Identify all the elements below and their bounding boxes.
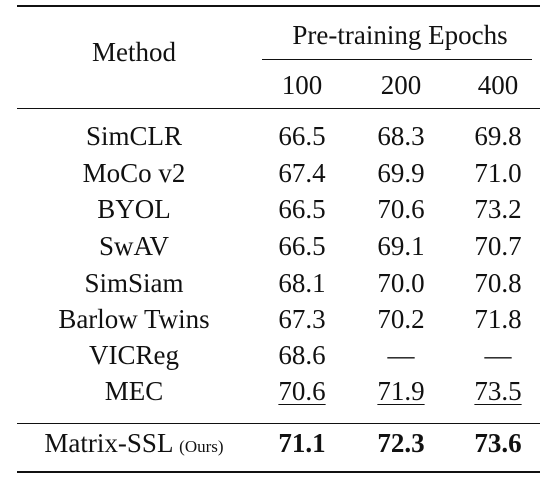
final-method-name: Matrix-SSL: [44, 428, 173, 458]
table-cell-second-best: 73.5: [474, 376, 522, 406]
table-cell-dash: —: [387, 340, 415, 370]
pretraining-epochs-header: Pre-training Epochs: [292, 20, 508, 50]
method-label: MoCo v2: [82, 158, 186, 188]
header-bottom-rule: [17, 108, 540, 110]
method-label: SwAV: [98, 231, 170, 261]
table-cell: 68.6: [278, 340, 326, 370]
method-label: VICReg: [89, 340, 179, 370]
table-cell: 68.1: [278, 268, 326, 298]
table-cell-best: 73.6: [474, 428, 522, 458]
table-cell: 67.4: [278, 158, 326, 188]
table-bottom-rule: [17, 471, 540, 473]
epoch-header-200: 200: [380, 70, 422, 100]
table-cell: 73.2: [474, 194, 522, 224]
final-method-note: (Ours): [179, 437, 224, 456]
method-label: Barlow Twins: [58, 304, 210, 334]
final-method-label: Matrix-SSL (Ours): [44, 428, 223, 462]
table-top-rule: [17, 5, 540, 7]
table-cell: 66.5: [278, 231, 326, 261]
table-cell: 70.2: [377, 304, 425, 334]
table-cell-best: 71.1: [278, 428, 326, 458]
table-cell-best: 72.3: [377, 428, 425, 458]
table-cell: 71.0: [474, 158, 522, 188]
epoch-header-400: 400: [477, 70, 519, 100]
final-row-separator-rule: [17, 423, 540, 425]
table-cell: 70.7: [474, 231, 522, 261]
table-cell-second-best: 70.6: [278, 376, 326, 406]
table-cell: 66.5: [278, 194, 326, 224]
table-cell: 68.3: [377, 121, 425, 151]
method-label: SimSiam: [84, 268, 184, 298]
table-cell: 70.6: [377, 194, 425, 224]
method-header: Method: [92, 37, 176, 67]
epochs-header-rule: [262, 59, 532, 61]
table-cell-dash: —: [484, 340, 512, 370]
table-cell: 71.8: [474, 304, 522, 334]
table-cell: 70.0: [377, 268, 425, 298]
table-cell-second-best: 71.9: [377, 376, 425, 406]
table-cell: 70.8: [474, 268, 522, 298]
method-label: BYOL: [97, 194, 171, 224]
table-cell: 66.5: [278, 121, 326, 151]
table-cell: 67.3: [278, 304, 326, 334]
epoch-header-100: 100: [281, 70, 323, 100]
method-label: MEC: [104, 376, 164, 406]
table-cell: 69.1: [377, 231, 425, 261]
method-label: SimCLR: [85, 121, 183, 151]
table-cell: 69.8: [474, 121, 522, 151]
table-cell: 69.9: [377, 158, 425, 188]
